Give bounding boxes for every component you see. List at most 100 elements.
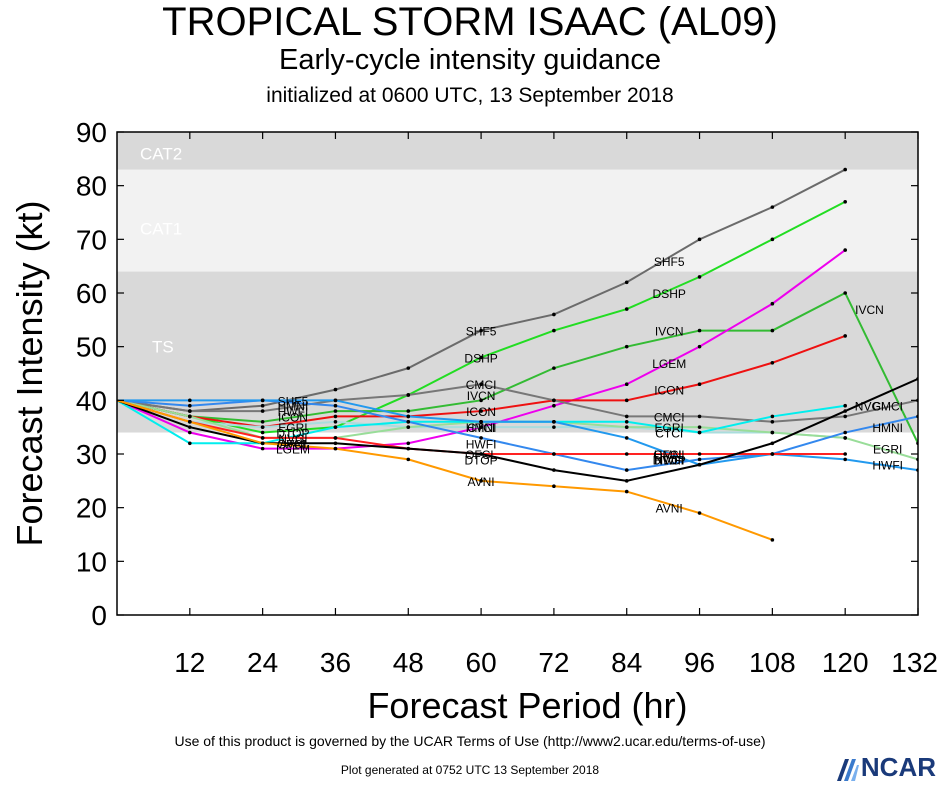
data-point bbox=[625, 382, 629, 386]
data-point bbox=[552, 399, 556, 403]
data-point bbox=[771, 238, 775, 242]
data-point bbox=[188, 425, 192, 429]
data-point bbox=[406, 458, 410, 462]
data-point bbox=[625, 280, 629, 284]
data-point bbox=[625, 452, 629, 456]
data-point bbox=[334, 441, 338, 445]
series-label: DSHP bbox=[464, 351, 497, 365]
data-point bbox=[771, 361, 775, 365]
data-point bbox=[261, 420, 265, 424]
data-point bbox=[843, 200, 847, 204]
data-point bbox=[334, 436, 338, 440]
data-point bbox=[698, 458, 702, 462]
x-tick-label: 120 bbox=[822, 647, 869, 678]
data-point bbox=[771, 441, 775, 445]
data-point bbox=[406, 415, 410, 419]
x-tick-label: 36 bbox=[320, 647, 351, 678]
data-point bbox=[625, 345, 629, 349]
data-point bbox=[406, 441, 410, 445]
series-label: EGRI bbox=[873, 443, 902, 457]
data-point bbox=[188, 399, 192, 403]
data-point bbox=[698, 329, 702, 333]
y-axis-label: Forecast Intensity (kt) bbox=[9, 200, 50, 546]
data-point bbox=[843, 458, 847, 462]
data-point bbox=[334, 420, 338, 424]
ncar-logo-icon bbox=[837, 757, 859, 779]
data-point bbox=[406, 447, 410, 451]
data-point bbox=[771, 538, 775, 542]
data-point bbox=[261, 425, 265, 429]
data-point bbox=[698, 382, 702, 386]
data-point bbox=[334, 409, 338, 413]
data-point bbox=[843, 431, 847, 435]
data-point bbox=[552, 329, 556, 333]
data-point bbox=[771, 431, 775, 435]
data-point bbox=[334, 388, 338, 392]
x-tick-label: 72 bbox=[538, 647, 569, 678]
data-point bbox=[261, 399, 265, 403]
data-point bbox=[698, 511, 702, 515]
intensity-band-cat2 bbox=[117, 132, 918, 170]
data-point bbox=[625, 420, 629, 424]
x-tick-label: 48 bbox=[393, 647, 424, 678]
data-point bbox=[188, 415, 192, 419]
series-label: SHF5 bbox=[466, 325, 497, 339]
data-point bbox=[843, 168, 847, 172]
data-point bbox=[698, 431, 702, 435]
data-point bbox=[771, 415, 775, 419]
data-point bbox=[406, 420, 410, 424]
data-point bbox=[261, 447, 265, 451]
series-label: CMCI bbox=[466, 378, 497, 392]
data-point bbox=[843, 291, 847, 295]
data-point bbox=[698, 463, 702, 467]
series-label: IVCN bbox=[855, 303, 884, 317]
series-label: LGEM bbox=[652, 357, 686, 371]
data-point bbox=[843, 404, 847, 408]
data-point bbox=[334, 415, 338, 419]
terms-of-use: Use of this product is governed by the U… bbox=[0, 733, 940, 749]
series-label: AVNI bbox=[468, 475, 495, 489]
data-point bbox=[625, 399, 629, 403]
data-point bbox=[698, 425, 702, 429]
band-label: TS bbox=[152, 338, 174, 357]
series-label: ICON bbox=[466, 405, 496, 419]
series-label: EGRI bbox=[655, 421, 684, 435]
y-tick-label: 20 bbox=[76, 493, 107, 524]
data-point bbox=[261, 409, 265, 413]
y-tick-label: 60 bbox=[76, 278, 107, 309]
x-tick-label: 132 bbox=[891, 647, 938, 678]
y-tick-label: 90 bbox=[76, 117, 107, 148]
data-point bbox=[625, 436, 629, 440]
y-tick-label: 30 bbox=[76, 439, 107, 470]
data-point bbox=[625, 415, 629, 419]
data-point bbox=[552, 484, 556, 488]
data-point bbox=[188, 431, 192, 435]
data-point bbox=[625, 307, 629, 311]
data-point bbox=[334, 399, 338, 403]
series-label: HWFI bbox=[872, 459, 903, 473]
data-point bbox=[406, 409, 410, 413]
data-point bbox=[552, 452, 556, 456]
data-point bbox=[188, 420, 192, 424]
x-axis-label: Forecast Period (hr) bbox=[367, 685, 687, 726]
data-point bbox=[552, 468, 556, 472]
data-point bbox=[771, 302, 775, 306]
y-tick-label: 10 bbox=[76, 546, 107, 577]
data-point bbox=[188, 404, 192, 408]
data-point bbox=[843, 409, 847, 413]
series-label: ICON bbox=[654, 384, 684, 398]
x-tick-label: 108 bbox=[749, 647, 796, 678]
data-point bbox=[406, 425, 410, 429]
data-point bbox=[334, 425, 338, 429]
series-label: HMNI bbox=[872, 421, 903, 435]
x-tick-label: 12 bbox=[174, 647, 205, 678]
data-point bbox=[188, 441, 192, 445]
series-label: HWFI bbox=[278, 405, 309, 419]
y-tick-label: 50 bbox=[76, 332, 107, 363]
data-point bbox=[261, 404, 265, 408]
data-point bbox=[698, 345, 702, 349]
data-point bbox=[334, 447, 338, 451]
data-point bbox=[698, 415, 702, 419]
data-point bbox=[698, 452, 702, 456]
data-point bbox=[843, 452, 847, 456]
